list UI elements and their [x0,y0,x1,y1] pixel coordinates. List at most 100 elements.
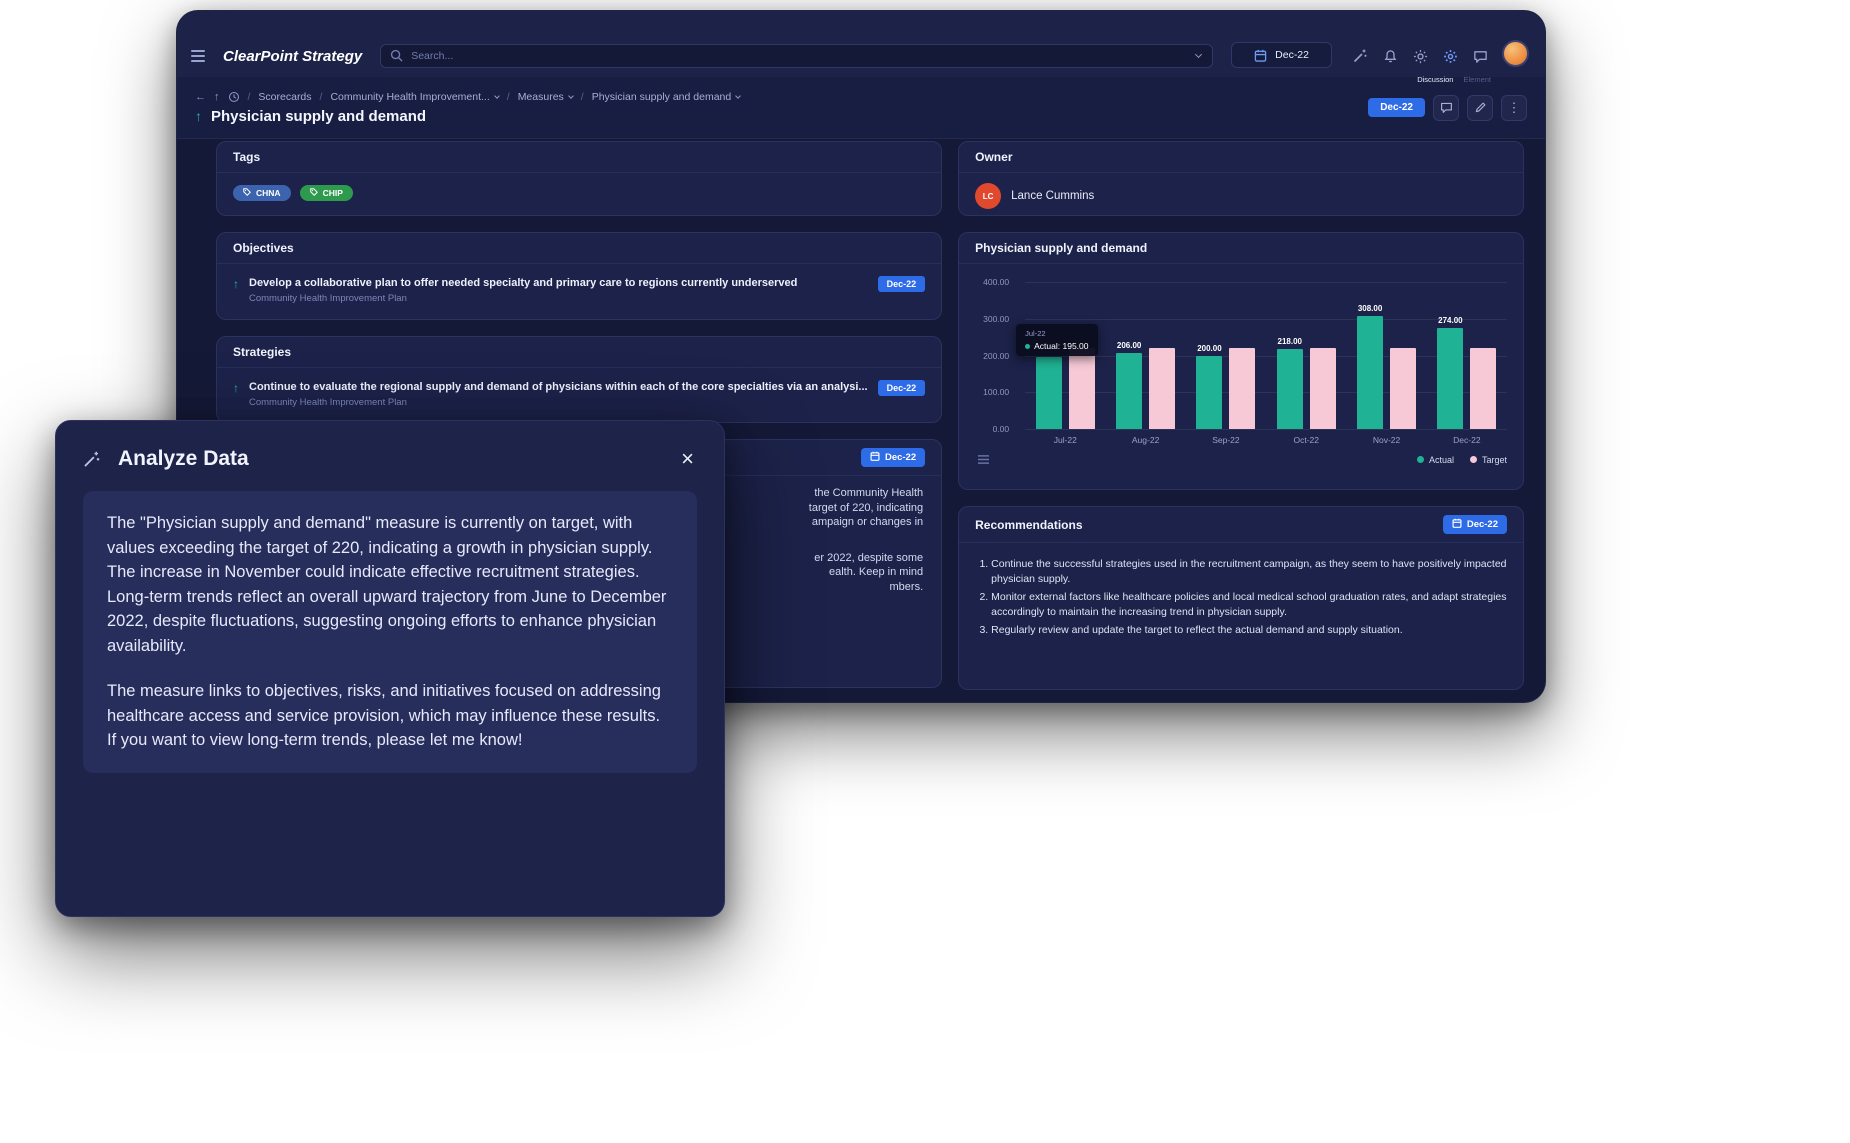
date-label: Dec-22 [1275,49,1309,61]
owner-avatar: LC [975,183,1002,209]
badge-label: Dec-22 [1466,519,1498,530]
chevron-down-icon [735,92,742,99]
page-actions: Dec-22 ⋮ [1368,94,1527,121]
y-tick-label: 300.00 [983,313,1010,324]
recommendation-item: Regularly review and update the target t… [991,623,1507,638]
analysis-text-line: ealth. Keep in mind [828,566,924,578]
date-badge[interactable]: Dec-22 [860,448,926,467]
gridline [1025,355,1507,357]
bar-actual-sep-22[interactable] [1196,355,1223,429]
bar-wrap: 200.00 [1196,282,1223,429]
bell-icon[interactable] [1383,49,1398,64]
date-badge[interactable]: Dec-22 [1368,98,1425,117]
navbar-icon-labels: Discussion Element [1417,75,1491,84]
breadcrumb-item-scorecards[interactable]: Scorecards [258,91,311,103]
chart-plot: Jul-22 Actual: 195.00 206.00 200.00 218.00… [1016,282,1507,430]
bar-target-aug-22[interactable] [1149,348,1176,429]
chart-title: Physician supply and demand [975,241,1148,255]
comment-button[interactable] [1433,94,1459,121]
analysis-text: the Community Health target of 220, indi… [217,476,941,604]
tag-icon [243,188,251,198]
bar-wrap [1390,282,1417,429]
more-options-button[interactable]: ⋮ [1501,94,1527,121]
element-label: Element [1463,75,1491,84]
gridline [1025,282,1507,283]
bar-wrap: 274.00 [1437,282,1464,429]
bar-target-jul-22[interactable] [1068,348,1095,429]
analyze-data-modal: Analyze Data × The "Physician supply and… [55,420,725,917]
history-icon[interactable] [228,91,240,103]
card-title: Objectives [233,241,294,255]
y-tick-label: 100.00 [983,387,1010,398]
x-axis-label: Oct-22 [1293,435,1319,445]
chart-tooltip: Jul-22 Actual: 195.00 [1016,324,1098,356]
y-tick-label: 0.00 [992,424,1010,434]
back-icon[interactable]: ← [195,90,206,103]
bar-target-oct-22[interactable] [1309,348,1336,429]
bar-wrap [1035,282,1062,429]
trend-up-icon: ↑ [233,277,239,291]
x-axis-label: Nov-22 [1372,435,1401,445]
bar-target-sep-22[interactable] [1229,348,1256,429]
tag-label: CHNA [256,188,281,198]
breadcrumb-label: Scorecards [258,90,312,103]
bar-value-label: 200.00 [1197,343,1222,353]
bar-group-sep-22: 200.00 [1186,282,1266,429]
search-input[interactable] [380,44,1214,68]
bar-actual-aug-22[interactable] [1116,353,1143,429]
owner-row[interactable]: LC Lance Cummins [959,173,1523,215]
card-title: Owner [975,150,1013,164]
calendar-icon [1254,49,1267,62]
objective-subtitle: Community Health Improvement Plan [249,293,407,304]
strategy-subtitle: Community Health Improvement Plan [249,397,407,408]
bar-target-nov-22[interactable] [1390,348,1417,429]
brightness-icon[interactable] [1413,49,1428,64]
objectives-card: Objectives ↑ Develop a collaborative pla… [216,232,943,320]
bar-target-dec-22[interactable] [1470,348,1497,429]
legend-item-actual[interactable]: Actual [1416,455,1454,465]
legend-dot [1469,456,1477,463]
chart-y-axis: 400.00 300.00 200.00 100.00 0.00 [975,277,1017,434]
strategy-item[interactable]: ↑ Continue to evaluate the regional supp… [217,368,941,420]
bar-actual-dec-22[interactable] [1437,328,1464,429]
bar-wrap [1149,282,1176,429]
recommendations-card: Recommendations Dec-22 Continue the succ… [958,506,1524,690]
tag-chip-chip[interactable]: CHIP [299,185,353,201]
edit-button[interactable] [1467,94,1493,121]
kebab-icon: ⋮ [1507,100,1521,115]
menu-icon[interactable] [191,50,211,62]
close-icon[interactable]: × [681,446,694,471]
gridline [1025,392,1507,394]
objective-item[interactable]: ↑ Develop a collaborative plan to offer … [217,264,941,316]
chart-menu-icon[interactable] [977,454,990,465]
chart-x-labels: Jul-22 Aug-22 Sep-22 Oct-22 Nov-22 Dec-22 [1025,435,1507,445]
strategy-title: Continue to evaluate the regional supply… [249,381,868,393]
app-window: ClearPoint Strategy Dec-22 [176,10,1546,703]
breadcrumb-item-physician-supply[interactable]: Physician supply and demand [592,91,742,103]
breadcrumb-separator: / [247,90,251,103]
legend-item-target[interactable]: Target [1469,455,1507,465]
top-navbar: ClearPoint Strategy Dec-22 [177,11,1545,77]
discussion-icon[interactable] [1473,49,1488,64]
magic-wand-icon[interactable] [1352,48,1368,64]
bar-actual-nov-22[interactable] [1357,315,1384,429]
date-selector-button[interactable]: Dec-22 [1231,42,1332,68]
app-logo: ClearPoint Strategy [223,48,363,65]
breadcrumb-item-community-health[interactable]: Community Health Improvement... [330,91,500,103]
bar-actual-oct-22[interactable] [1276,348,1303,429]
bar-wrap: 218.00 [1276,282,1303,429]
tag-chip-chna[interactable]: CHNA [233,185,291,201]
calendar-icon [1452,518,1462,531]
recommendations-list: Continue the successful strategies used … [975,557,1507,638]
bar-wrap: 308.00 [1357,282,1384,429]
up-icon[interactable]: ↑ [214,90,220,103]
breadcrumb-item-measures[interactable]: Measures [518,91,574,103]
date-badge[interactable]: Dec-22 [877,380,926,396]
owner-card: Owner LC Lance Cummins [958,141,1524,216]
user-avatar[interactable] [1502,40,1529,67]
date-badge[interactable]: Dec-22 [877,276,926,292]
settings-gear-icon[interactable] [1443,49,1458,64]
date-badge[interactable]: Dec-22 [1442,515,1507,534]
y-tick-label: 200.00 [983,350,1010,361]
bar-actual-jul-22[interactable] [1035,357,1062,429]
